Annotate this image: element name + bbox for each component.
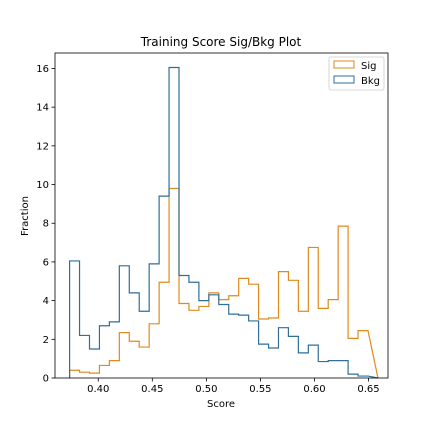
bin-bkg	[308, 345, 318, 378]
x-tick-label: 0.50	[195, 384, 217, 395]
bin-bkg	[278, 328, 288, 378]
legend-swatch-sig	[333, 60, 355, 69]
legend-swatch-bkg	[333, 75, 355, 84]
bin-sig	[338, 226, 348, 378]
bin-bkg	[259, 344, 269, 378]
y-tick-label: 4	[43, 296, 49, 307]
x-tick-label: 0.40	[87, 384, 109, 395]
y-tick-label: 12	[36, 141, 49, 152]
legend: Sig Bkg	[328, 56, 385, 91]
bin-bkg	[229, 314, 239, 378]
bin-bkg	[288, 336, 298, 378]
bin-bkg	[239, 315, 249, 378]
x-tick-label: 0.60	[303, 384, 325, 395]
x-axis-label: Score	[207, 399, 235, 410]
y-tick-label: 6	[43, 257, 49, 268]
bin-bkg	[179, 275, 189, 378]
y-tick-label: 8	[43, 219, 49, 230]
legend-frame	[328, 56, 385, 91]
x-tick-label: 0.55	[249, 384, 271, 395]
plot-frame	[54, 52, 389, 379]
bin-bkg	[219, 304, 229, 378]
bin-bkg	[159, 196, 169, 378]
bin-bkg	[328, 361, 338, 378]
bin-sig	[348, 338, 358, 378]
bin-bkg	[269, 348, 279, 378]
x-tick-label: 0.45	[141, 384, 163, 395]
bin-bkg	[149, 264, 159, 378]
y-tick-label: 16	[36, 64, 49, 75]
bin-bkg	[318, 362, 328, 378]
axes-layer: 0.40 0.45 0.50 0.55 0.60 0.65 0 2 4 6 8 10 12 14 16	[36, 52, 389, 395]
bin-bkg	[348, 374, 358, 378]
bin-bkg	[189, 282, 199, 378]
series-layer	[69, 66, 379, 379]
bin-bkg	[99, 326, 109, 378]
bin-bkg	[119, 266, 129, 378]
y-tick-label: 14	[36, 103, 49, 114]
legend-label-bkg: Bkg	[361, 76, 380, 87]
bin-sig	[358, 331, 368, 378]
bin-bkg	[298, 353, 308, 378]
y-tick-label: 10	[36, 180, 49, 191]
legend-label-sig: Sig	[361, 61, 376, 72]
bin-bkg	[70, 261, 80, 378]
bin-bkg	[139, 311, 149, 378]
bin-bkg	[199, 301, 209, 378]
bin-bkg	[80, 335, 90, 378]
chart-title: Training Score Sig/Bkg Plot	[140, 35, 302, 49]
bin-bkg	[129, 293, 139, 378]
bin-bkg	[169, 68, 179, 378]
y-axis-label: Fraction	[20, 196, 31, 236]
bin-bkg	[338, 361, 348, 378]
x-tick-label: 0.65	[357, 384, 379, 395]
histogram-step-bkg	[69, 66, 379, 379]
bin-bkg	[249, 321, 259, 378]
bin-bkg	[109, 322, 119, 378]
y-tick-label: 2	[43, 335, 49, 346]
y-tick-label: 0	[43, 374, 49, 385]
bin-bkg	[209, 295, 219, 378]
bin-bkg	[89, 349, 99, 378]
